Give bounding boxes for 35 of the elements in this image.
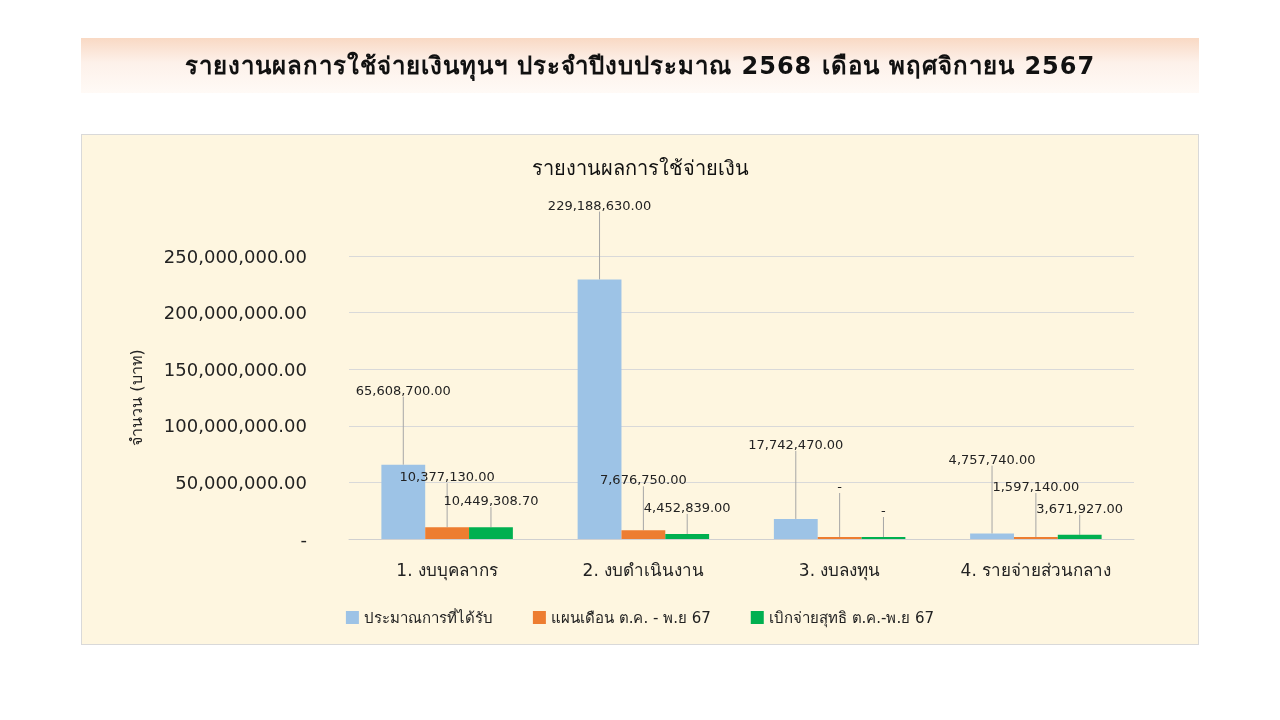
y-tick-label: 250,000,000.00 — [163, 245, 307, 267]
bar — [665, 533, 710, 539]
chart-subtitle: รายงานผลการใช้จ่ายเงิน — [531, 156, 749, 180]
x-tick-label: 2. งบดำเนินงาน — [582, 559, 705, 580]
data-label: 10,377,130.00 — [399, 469, 495, 485]
data-label: 7,676,750.00 — [599, 472, 687, 488]
data-label: 3,671,927.00 — [1036, 500, 1124, 516]
bar — [621, 530, 666, 539]
bar — [425, 527, 470, 539]
bar — [773, 518, 818, 539]
legend-label: ประมาณการที่ได้รับ — [363, 606, 493, 627]
y-tick-label: 150,000,000.00 — [163, 358, 307, 380]
x-tick-label: 1. งบบุคลากร — [396, 559, 498, 581]
x-tick-label: 3. งบลงทุน — [798, 559, 881, 581]
bar — [970, 533, 1014, 539]
y-tick-label: 100,000,000.00 — [163, 415, 307, 437]
y-axis-title: จำนวน (บาท) — [126, 349, 146, 446]
data-label: 4,452,839.00 — [643, 499, 731, 515]
x-tick-label: 4. รายจ่ายส่วนกลาง — [960, 559, 1112, 580]
chart-title: รายงานผลการใช้จ่ายเงินทุนฯ ประจำปีงบประมาณ 2568 เดือน พฤศจิกายน 2567 — [184, 50, 1096, 83]
data-label: 4,757,740.00 — [948, 451, 1036, 467]
data-label: 65,608,700.00 — [355, 382, 451, 398]
data-label: 17,742,470.00 — [748, 436, 844, 452]
legend-label: เบิกจ่ายสุทธิ ต.ค.-พ.ย 67 — [768, 608, 935, 628]
data-label: 1,597,140.00 — [992, 479, 1080, 494]
data-label: 229,188,630.00 — [547, 197, 652, 213]
data-label: 10,449,308.70 — [443, 493, 539, 509]
y-tick-label: - — [300, 528, 307, 550]
legend-label: แผนเดือน ต.ค. - พ.ย 67 — [550, 608, 711, 627]
bar — [469, 527, 513, 539]
y-tick-label: 200,000,000.00 — [163, 302, 307, 324]
data-label: - — [837, 479, 843, 494]
data-label: - — [881, 503, 887, 518]
bar — [1057, 534, 1102, 539]
y-tick-label: 50,000,000.00 — [175, 471, 307, 493]
